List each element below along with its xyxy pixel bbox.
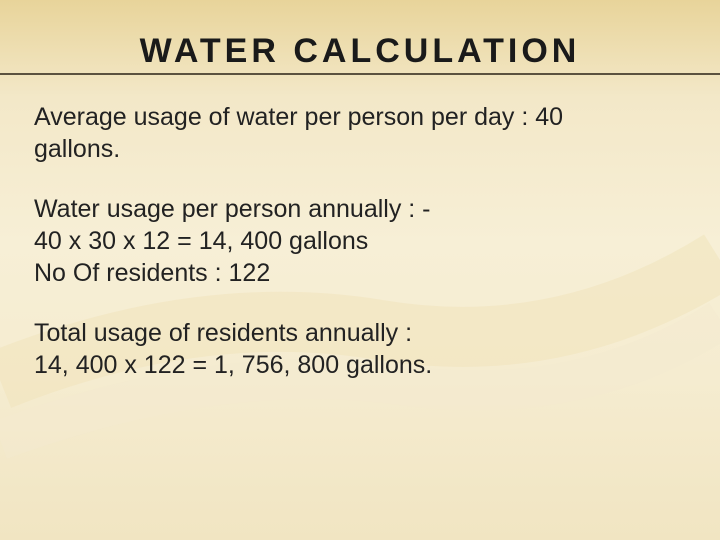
text-line: No Of residents : 122: [34, 257, 686, 289]
slide-body: Average usage of water per person per da…: [0, 75, 720, 381]
slide-content: WATER CALCULATION Average usage of water…: [0, 0, 720, 540]
text-line: Total usage of residents annually :: [34, 317, 686, 349]
text-line: 40 x 30 x 12 = 14, 400 gallons: [34, 225, 686, 257]
text-line: 14, 400 x 122 = 1, 756, 800 gallons.: [34, 349, 686, 381]
title-wrap: WATER CALCULATION: [0, 0, 720, 71]
paragraph-1: Average usage of water per person per da…: [34, 101, 686, 165]
slide-title: WATER CALCULATION: [140, 32, 581, 71]
paragraph-2: Water usage per person annually : - 40 x…: [34, 193, 686, 289]
text-line: Average usage of water per person per da…: [34, 101, 686, 133]
text-line: Water usage per person annually : -: [34, 193, 686, 225]
text-line: gallons.: [34, 133, 686, 165]
paragraph-3: Total usage of residents annually : 14, …: [34, 317, 686, 381]
